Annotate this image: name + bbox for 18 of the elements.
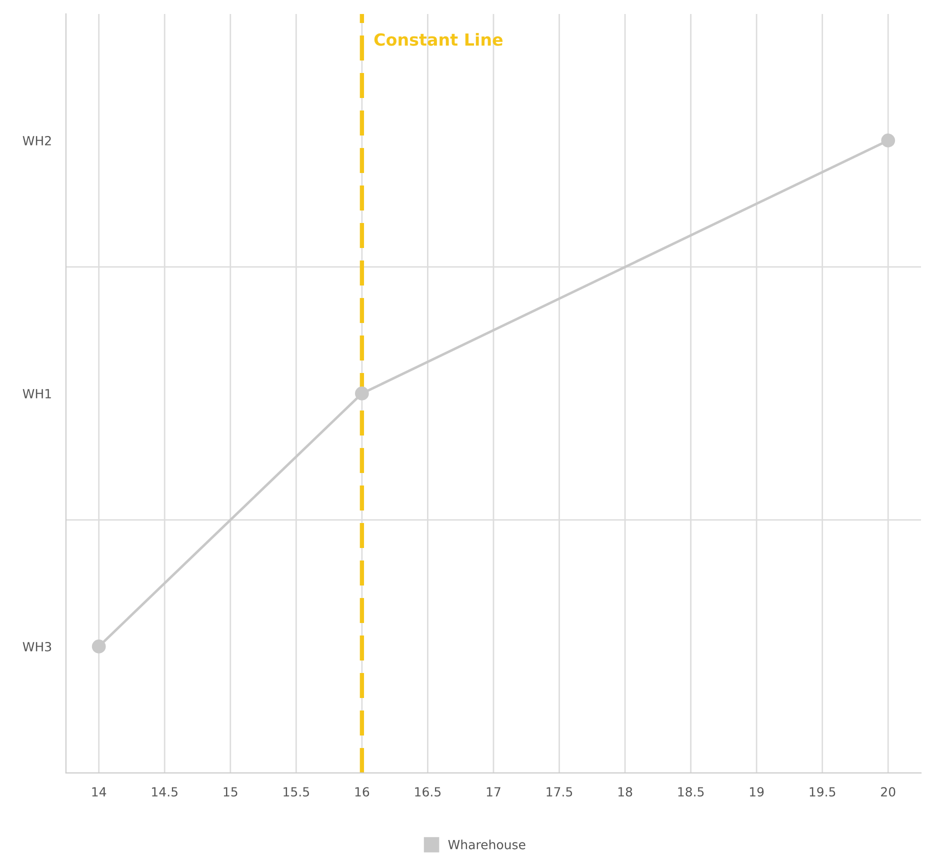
x-tick-label: 17.5 (546, 787, 572, 797)
x-tick-label: 14 (92, 787, 106, 796)
x-tick-label: 19 (750, 787, 764, 797)
x-tick-label: 18.5 (678, 787, 704, 797)
y-tick-label: WH3 (22, 642, 52, 652)
x-tick-label: 20 (881, 787, 896, 797)
legend-label: Wharehouse (448, 840, 526, 850)
ref-line-label: Constant Line (374, 32, 503, 46)
x-tick-label: 17 (486, 787, 500, 796)
y-tick-label: WH2 (22, 136, 51, 146)
x-tick-label: 16 (355, 787, 370, 797)
x-tick-label: 18 (618, 787, 632, 797)
x-tick-label: 15.5 (284, 787, 309, 797)
x-tick-label: 14.5 (152, 787, 178, 797)
y-tick-label: WH1 (22, 389, 51, 398)
x-tick-label: 15 (224, 787, 238, 797)
x-tick-label: 16.5 (415, 787, 441, 797)
x-tick-label: 19.5 (810, 787, 836, 797)
